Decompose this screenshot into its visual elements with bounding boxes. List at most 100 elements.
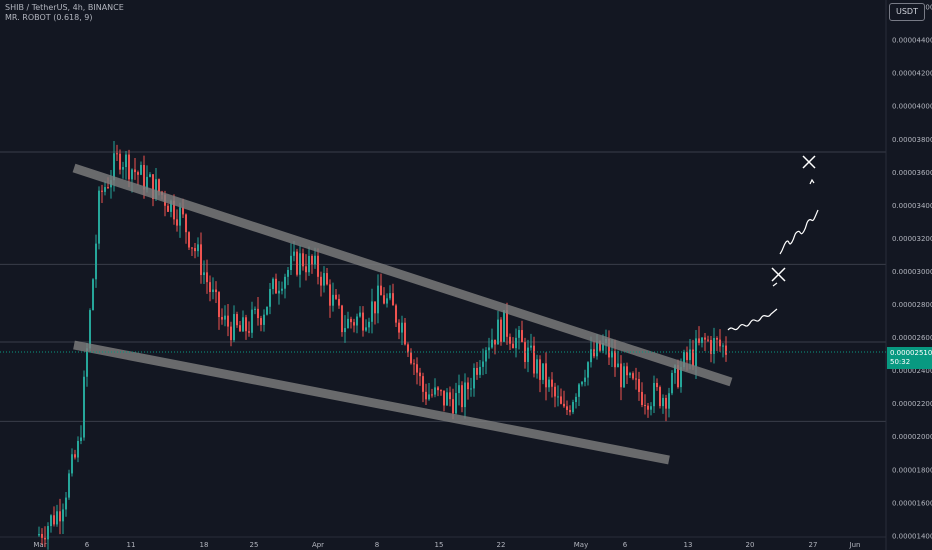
candle-body [353, 322, 355, 326]
candle-body [383, 295, 385, 304]
time-axis-label: 22 [497, 541, 506, 549]
price-axis-label: 0.00003000 [892, 268, 932, 276]
candle-body [56, 511, 58, 525]
candle-body [98, 190, 100, 244]
candle-body [368, 321, 370, 328]
time-axis-label: 25 [250, 541, 259, 549]
candle-body [662, 397, 664, 407]
candle-body [536, 359, 538, 374]
candle-body [425, 391, 427, 400]
candle-body [374, 301, 376, 314]
candle-body [632, 373, 634, 379]
candle-body [65, 497, 67, 510]
candle-body [311, 255, 313, 265]
candle-body [584, 377, 586, 382]
candle-body [362, 312, 364, 331]
candle-body [266, 306, 268, 315]
candle-body [410, 352, 412, 364]
candle-body [197, 244, 199, 252]
price-axis-label: 0.00003200 [892, 235, 932, 243]
candle-body [590, 349, 592, 363]
candle-body [530, 345, 532, 348]
candle-body [557, 396, 559, 398]
candle-body [449, 392, 451, 400]
price-axis-label: 0.00002400 [892, 367, 932, 375]
candle-body [587, 362, 589, 378]
candle-body [527, 347, 529, 362]
candle-body [404, 322, 406, 345]
candle-body [656, 382, 658, 388]
candle-body [614, 351, 616, 368]
candle-body [53, 515, 55, 525]
candle-body [77, 440, 79, 458]
candle-body [392, 293, 394, 306]
channel-lower-line [73, 340, 670, 465]
candle-body [215, 289, 217, 293]
candle-body [593, 349, 595, 357]
candle-body [473, 367, 475, 389]
candle-body [683, 351, 685, 368]
candle-body [659, 387, 661, 407]
time-axis-label: 11 [127, 541, 136, 549]
candle-body [581, 381, 583, 385]
candle-body [719, 339, 721, 347]
candle-body [59, 511, 61, 522]
price-axis-label: 0.00003600 [892, 169, 932, 177]
candle-body [512, 343, 514, 349]
candle-body [290, 255, 292, 271]
candle-body [140, 164, 142, 175]
candle-body [539, 359, 541, 380]
candle-body [251, 309, 253, 333]
candle-body [602, 343, 604, 351]
candle-body [224, 315, 226, 320]
candle-body [488, 347, 490, 351]
candle-body [299, 253, 301, 275]
candle-body [566, 406, 568, 410]
price-axis-label: 0.00001600 [892, 499, 932, 507]
candle-body [113, 153, 115, 181]
candle-body [686, 351, 688, 361]
candle-body [635, 378, 637, 380]
currency-button[interactable]: USDT [889, 3, 925, 21]
candle-body [461, 385, 463, 408]
target-cross-1 [771, 267, 786, 282]
candle-body [293, 251, 295, 256]
candle-body [437, 387, 439, 391]
time-axis-label: May [574, 541, 588, 549]
candle-body [503, 310, 505, 342]
time-axis-label: 20 [746, 541, 755, 549]
symbol-title: SHIB / TetherUS, 4h, BINANCE [5, 3, 124, 12]
candle-body [572, 401, 574, 413]
candle-body [419, 372, 421, 377]
candle-body [608, 339, 610, 358]
candle-body [341, 305, 343, 333]
candle-body [170, 200, 172, 212]
candle-body [71, 454, 73, 474]
candle-body [227, 315, 229, 327]
candle-body [443, 390, 445, 406]
candle-body [698, 338, 700, 343]
bar-countdown: 50:32 [890, 358, 911, 366]
candle-body [446, 392, 448, 406]
candle-body [38, 533, 40, 536]
candle-body [725, 345, 727, 355]
time-axis-label: Mar [33, 541, 46, 549]
candle-body [176, 219, 178, 226]
price-axis-label: 0.00003800 [892, 136, 932, 144]
candle-body [41, 533, 43, 538]
candle-body [236, 314, 238, 326]
candle-body [338, 298, 340, 306]
candle-body [386, 298, 388, 304]
candle-body [359, 312, 361, 317]
time-axis-label: 6 [623, 541, 628, 549]
candle-body [677, 365, 679, 388]
candle-body [125, 154, 127, 168]
last-price-value: 0.00002510 [890, 349, 932, 357]
candle-body [332, 294, 334, 306]
time-axis-label: Jun [849, 541, 861, 549]
candle-body [242, 317, 244, 332]
candle-body [356, 316, 358, 326]
candle-body [257, 308, 259, 319]
price-axis-label: 0.00002200 [892, 400, 932, 408]
